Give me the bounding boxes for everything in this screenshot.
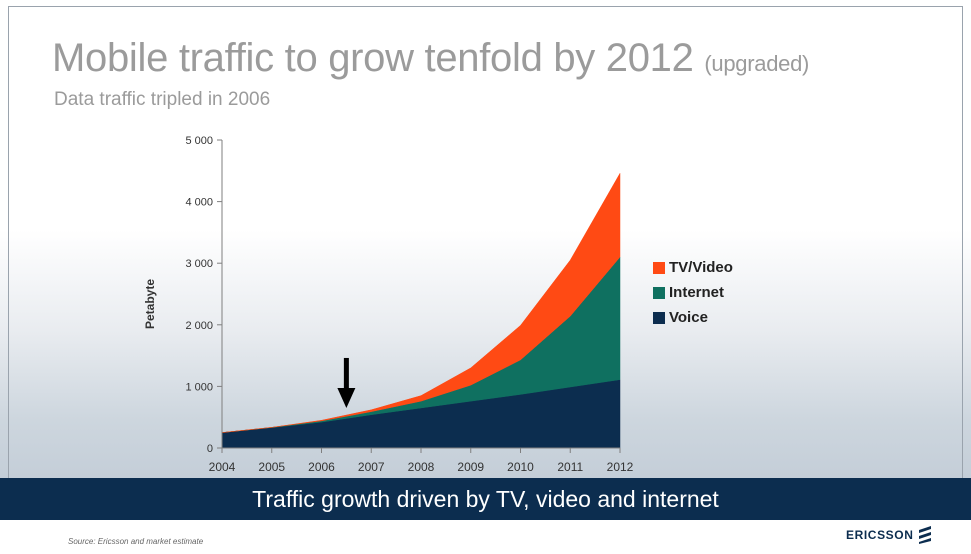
title-suffix: (upgraded) <box>704 51 810 76</box>
legend-swatch-internet <box>653 286 665 299</box>
legend-label-tv-video: TV/Video <box>669 259 733 276</box>
logo-text: ERICSSON <box>846 528 914 542</box>
y-tick-label: 5 000 <box>185 135 213 147</box>
legend-item-voice: Voice <box>653 305 733 330</box>
legend-item-internet: Internet <box>653 280 733 305</box>
legend-swatch-tv-video <box>653 261 665 274</box>
y-axis-title: Petabyte <box>143 279 157 329</box>
arrow-shaft <box>343 357 349 390</box>
summary-banner: Traffic growth driven by TV, video and i… <box>0 478 971 520</box>
y-tick-label: 4 000 <box>185 197 213 209</box>
area-tv-video <box>221 172 621 433</box>
slide-subtitle: Data traffic tripled in 2006 <box>54 89 271 110</box>
chart-legend: TV/Video Internet Voice <box>653 255 733 330</box>
labels-layer: 0 1 000 2 000 3 000 4 000 5 000 2004 2005 2006 20… <box>143 135 634 474</box>
traffic-chart: 0 1 000 2 000 3 000 4 000 5 000 2004 2005 2006 20… <box>143 135 634 474</box>
x-tick-label: 2009 <box>457 460 484 474</box>
x-tick-label: 2011 <box>557 460 583 474</box>
x-tick-label: 2005 <box>258 460 285 474</box>
arrow-head <box>337 387 356 408</box>
x-tick-label: 2004 <box>209 460 236 474</box>
y-tick-label: 1 000 <box>185 381 213 393</box>
slide-title: Mobile traffic to grow tenfold by 2012 (… <box>52 36 809 81</box>
legend-item-tv-video: TV/Video <box>653 255 733 280</box>
x-tick-label: 2010 <box>507 460 534 474</box>
axes-layer <box>217 139 621 453</box>
ericsson-logo: ERICSSON <box>846 526 932 544</box>
y-tick-label: 2 000 <box>185 320 213 332</box>
x-tick-label: 2008 <box>408 460 435 474</box>
x-tick-label: 2012 <box>607 460 634 474</box>
y-tick-label: 3 000 <box>185 258 213 270</box>
title-main: Mobile traffic to grow tenfold by 2012 <box>52 36 694 80</box>
x-tick-label: 2006 <box>308 460 335 474</box>
footer: Source: Ericsson and market estimate ERI… <box>0 520 971 554</box>
legend-swatch-voice <box>653 311 665 324</box>
legend-label-voice: Voice <box>669 309 708 326</box>
area-layer <box>221 172 621 449</box>
source-note: Source: Ericsson and market estimate <box>68 537 204 546</box>
x-tick-label: 2007 <box>358 460 385 474</box>
annotation-layer <box>337 357 356 408</box>
area-voice <box>221 379 621 449</box>
ericsson-stripes-icon <box>919 526 932 544</box>
arrow-down-icon <box>337 357 356 408</box>
y-tick-label: 0 <box>207 443 213 455</box>
legend-label-internet: Internet <box>669 284 725 301</box>
